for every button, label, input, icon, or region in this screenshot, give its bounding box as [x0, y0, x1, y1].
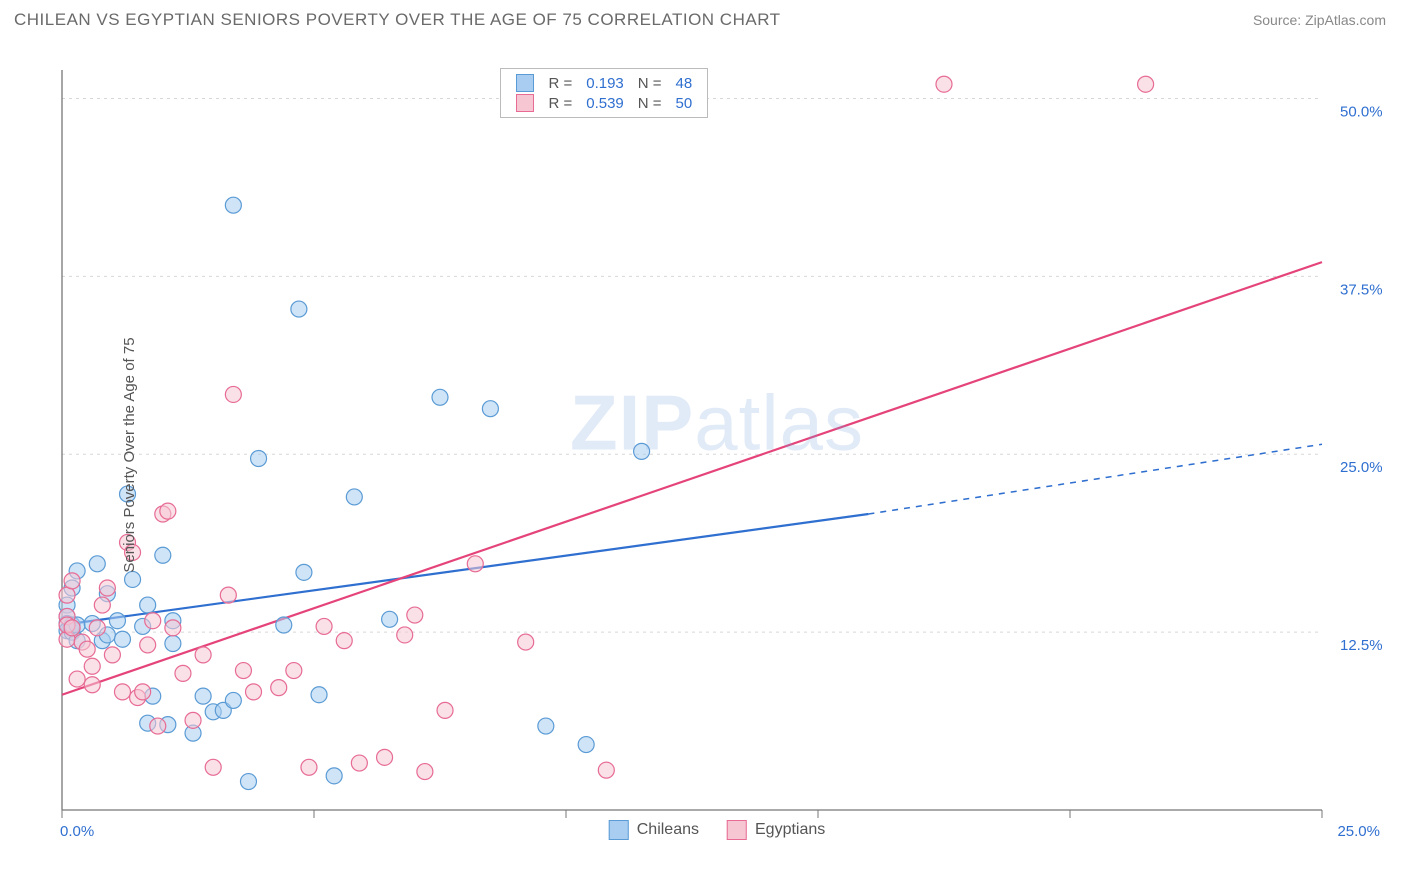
legend-swatch-icon: [609, 820, 629, 840]
svg-text:25.0%: 25.0%: [1340, 459, 1382, 476]
legend-swatch-icon: [516, 74, 534, 92]
stats-legend-row: R = 0.193 N = 48: [509, 73, 699, 93]
legend-label: Egyptians: [755, 821, 825, 838]
svg-text:25.0%: 25.0%: [1337, 823, 1380, 840]
svg-text:50.0%: 50.0%: [1340, 103, 1382, 120]
plot-area: Seniors Poverty Over the Age of 75 12.5%…: [52, 60, 1382, 850]
r-value: 0.539: [579, 93, 631, 113]
n-label: N =: [631, 93, 669, 113]
stats-legend: R = 0.193 N = 48 R = 0.539 N = 50: [500, 68, 708, 118]
legend-swatch-icon: [516, 94, 534, 112]
source-label: Source: ZipAtlas.com: [1253, 12, 1386, 28]
scatter-svg: 12.5% 25.0% 37.5% 50.0% 0.0% 25.0%: [52, 60, 1382, 850]
legend-swatch-icon: [727, 820, 747, 840]
n-label: N =: [631, 73, 669, 93]
r-label: R =: [541, 93, 579, 113]
svg-text:12.5%: 12.5%: [1340, 637, 1382, 654]
r-value: 0.193: [579, 73, 631, 93]
series-legend: Chileans Egyptians: [609, 820, 826, 840]
r-label: R =: [541, 73, 579, 93]
y-axis-label: Seniors Poverty Over the Age of 75: [121, 337, 138, 572]
legend-label: Chileans: [637, 821, 699, 838]
svg-text:0.0%: 0.0%: [60, 823, 94, 840]
chart-title: CHILEAN VS EGYPTIAN SENIORS POVERTY OVER…: [14, 10, 781, 30]
n-value: 48: [669, 73, 700, 93]
legend-item: Chileans: [609, 820, 699, 840]
svg-text:37.5%: 37.5%: [1340, 281, 1382, 298]
n-value: 50: [669, 93, 700, 113]
legend-item: Egyptians: [727, 820, 825, 840]
stats-legend-row: R = 0.539 N = 50: [509, 93, 699, 113]
